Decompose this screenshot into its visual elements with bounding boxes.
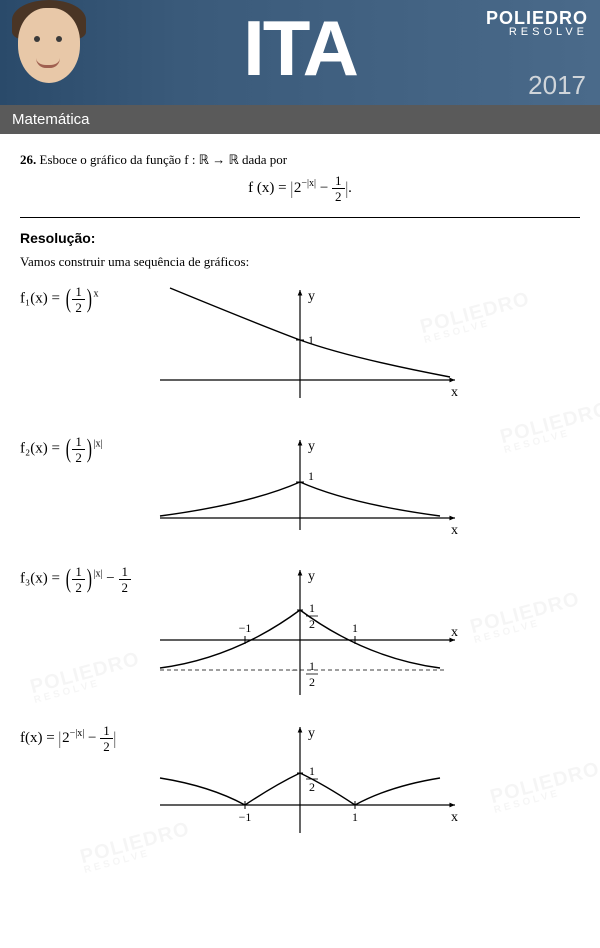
g1-exp: x [94,288,99,299]
g4-mfd: 2 [100,739,113,753]
g4-base: 2 [62,730,70,746]
svg-text:1: 1 [308,469,314,483]
svg-text:−1: −1 [239,810,252,824]
question-number: 26. [20,152,36,167]
svg-text:2: 2 [309,780,315,794]
graph-row-2: f₂(x) = (12)|x| x y 1 [20,430,580,550]
content-area: POLIEDRORESOLVEPOLIEDRORESOLVEPOLIEDRORE… [0,134,600,880]
svg-text:y: y [308,726,315,741]
graph-1-label: f₁(x) = (12)x [20,280,150,314]
g4-mfn: 1 [100,724,113,739]
formula-exp: −|x| [301,178,316,189]
graph-row-1: f₁(x) = (12)x x y 1 [20,280,580,420]
question-formula: f (x) = |2−|x| − 12|. [20,174,580,203]
g3-exp: |x| [94,568,103,579]
g4-lhs: f(x) = [20,730,58,746]
exam-year: 2017 [528,70,586,101]
svg-text:1: 1 [309,764,315,778]
svg-text:y: y [308,569,315,584]
svg-text:1: 1 [352,621,358,635]
formula-frac-d: 2 [332,189,345,203]
formula-frac-n: 1 [332,174,345,189]
svg-text:y: y [308,289,315,304]
g4-exp: −|x| [70,728,85,739]
svg-text:1: 1 [309,601,315,615]
g1-fn: 1 [72,285,85,300]
svg-text:x: x [451,385,458,400]
student-image [0,0,110,105]
graph-3: xy12−12−11 [150,560,580,710]
svg-text:−1: −1 [239,621,252,635]
graph-1: xy1 [150,280,580,420]
svg-text:x: x [451,523,458,538]
g1-lhs: f₁(x) = [20,290,64,306]
subject-label: Matemática [12,111,90,128]
formula-period: . [348,180,352,196]
subject-bar: Matemática [0,105,600,134]
g3-fn: 1 [72,565,85,580]
graph-4-label: f(x) = |2−|x| − 12| [20,720,150,753]
svg-text:x: x [451,625,458,640]
formula-minus: − [316,180,332,196]
svg-text:1: 1 [309,659,315,673]
graph-3-label: f₃(x) = (12)|x| − 12 [20,560,150,594]
graph-2-label: f₂(x) = (12)|x| [20,430,150,464]
question-text: 26. Esboce o gráfico da função f : ℝ → ℝ… [20,152,580,168]
svg-text:y: y [308,439,315,454]
exam-title: ITA [243,2,357,93]
page-header: ITA POLIEDRO RESOLVE 2017 [0,0,600,105]
svg-text:x: x [451,810,458,825]
svg-text:1: 1 [352,810,358,824]
g2-fn: 1 [72,435,85,450]
g3-mfn: 1 [119,565,132,580]
g3-fd: 2 [72,580,85,594]
graph-row-3: f₃(x) = (12)|x| − 12 xy12−12−11 [20,560,580,710]
formula-lhs: f (x) = [248,180,290,196]
g3-minus: − [106,570,118,586]
graph-4: x y 1 2 −1 1 [150,720,580,850]
g4-minus: − [84,730,100,746]
graph-2: x y 1 [150,430,580,550]
svg-text:2: 2 [309,675,315,689]
graph-row-4: f(x) = |2−|x| − 12| xy12−11 [20,720,580,850]
g3-lhs: f₃(x) = [20,570,64,586]
divider [20,217,580,218]
resolution-intro: Vamos construir uma sequência de gráfico… [20,254,580,270]
resolution-title: Resolução: [20,230,580,246]
g1-fd: 2 [72,300,85,314]
g2-fd: 2 [72,450,85,464]
g3-mfd: 2 [119,580,132,594]
g2-lhs: f₂(x) = [20,440,64,456]
question-body: Esboce o gráfico da função f : ℝ → ℝ dad… [40,152,288,167]
brand-logo: POLIEDRO RESOLVE [486,8,588,38]
g2-exp: |x| [94,438,103,449]
